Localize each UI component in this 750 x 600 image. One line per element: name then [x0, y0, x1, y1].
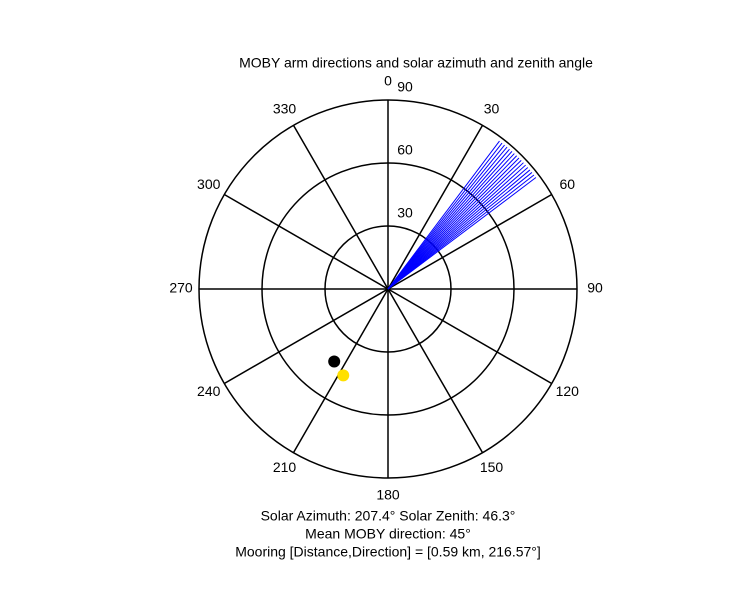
- arm-ray: [387, 146, 508, 290]
- ring: [261, 162, 515, 416]
- theta-tick-label: 330: [273, 100, 297, 116]
- arm-ray: [387, 151, 513, 290]
- arm-ray: [387, 148, 510, 290]
- arm-ray: [387, 159, 522, 290]
- theta-tick-label: 180: [376, 487, 400, 503]
- arm-ray: [387, 172, 533, 290]
- theta-tick-label: 120: [556, 383, 580, 399]
- arm-ray: [387, 174, 535, 290]
- r-tick-label: 90: [397, 79, 413, 95]
- theta-tick-label: 300: [197, 176, 221, 192]
- arm-ray: [387, 167, 529, 290]
- theta-tick-label: 240: [197, 383, 221, 399]
- arm-ray: [387, 155, 518, 290]
- arm-ray: [387, 153, 515, 290]
- chart-title: MOBY arm directions and solar azimuth an…: [239, 55, 593, 71]
- arm-ray: [387, 157, 520, 290]
- ring: [198, 99, 578, 479]
- spoke: [292, 124, 389, 290]
- theta-tick-label: 0: [384, 73, 392, 89]
- ring: [324, 225, 452, 353]
- arm-ray: [387, 169, 531, 290]
- spoke: [223, 193, 389, 290]
- r-tick-label: 60: [397, 142, 413, 158]
- spoke: [387, 288, 484, 454]
- arm-ray: [387, 140, 500, 290]
- spoke: [223, 288, 389, 385]
- arm-ray: [387, 144, 505, 290]
- arm-ray: [387, 164, 526, 290]
- theta-tick-label: 150: [480, 459, 504, 475]
- theta-tick-label: 30: [484, 100, 500, 116]
- point: [328, 355, 341, 368]
- spoke: [387, 124, 484, 290]
- note: Mooring [Distance,Direction] = [0.59 km,…: [235, 544, 541, 560]
- r-tick-label: 30: [397, 205, 413, 221]
- spoke: [387, 193, 553, 290]
- arm-ray: [387, 162, 524, 290]
- theta-tick-label: 210: [273, 459, 297, 475]
- note: Mean MOBY direction: 45°: [305, 526, 471, 542]
- note: Solar Azimuth: 207.4° Solar Zenith: 46.3…: [261, 508, 516, 524]
- arm-ray: [387, 142, 503, 290]
- theta-tick-label: 60: [559, 176, 575, 192]
- arm-ray: [387, 177, 537, 290]
- point: [337, 369, 350, 382]
- theta-tick-label: 90: [587, 280, 603, 296]
- spoke: [387, 288, 553, 385]
- theta-tick-label: 270: [169, 280, 193, 296]
